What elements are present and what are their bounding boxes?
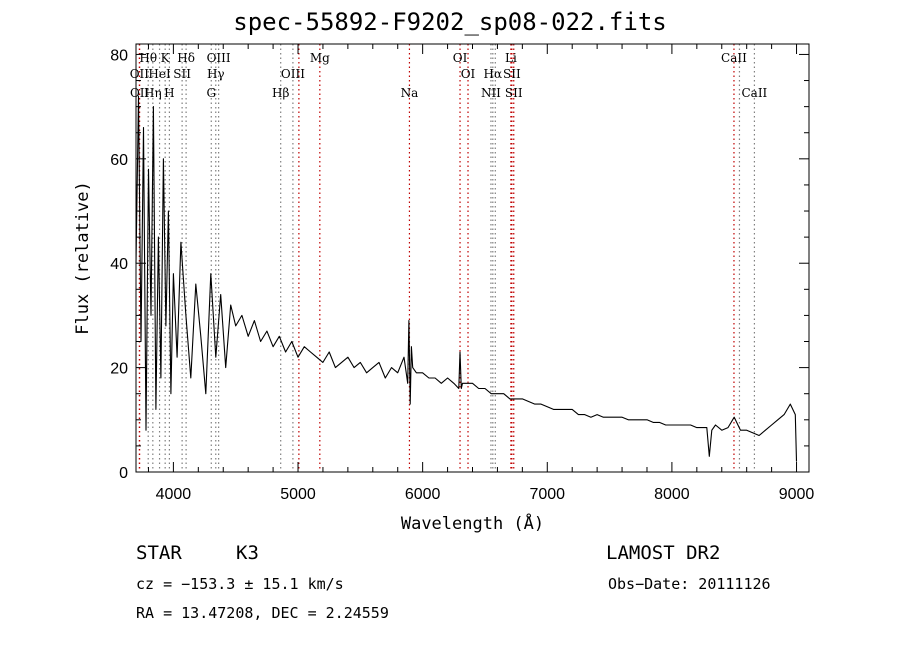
- y-tick-label: 80: [110, 47, 128, 64]
- line-label-oii: OII: [130, 86, 150, 100]
- line-label-oiii: OIII: [281, 67, 305, 81]
- line-label-hδ: Hδ: [177, 51, 195, 65]
- y-axis-label: Flux (relative): [73, 181, 93, 335]
- x-tick-label: 5000: [280, 486, 316, 503]
- line-label-nii: NII: [481, 86, 501, 100]
- x-axis-label: Wavelength (Å): [401, 512, 544, 534]
- redshift-velocity: cz = −153.3 ± 15.1 km/s: [136, 575, 344, 593]
- line-label-oii: OII: [130, 67, 150, 81]
- chart-title: spec-55892-F9202_sp08-022.fits: [233, 8, 667, 36]
- line-label-hθ: Hθ: [139, 51, 157, 65]
- ra-dec-coordinates: RA = 13.47208, DEC = 2.24559: [136, 604, 389, 622]
- y-tick-label: 20: [110, 361, 128, 378]
- line-label-h: H: [164, 86, 174, 100]
- line-label-hβ: Hβ: [272, 86, 289, 100]
- x-tick-label: 8000: [654, 486, 690, 503]
- plot-frame: [135, 43, 810, 473]
- object-subclass: K3: [236, 542, 259, 564]
- line-label-li: Li: [505, 51, 517, 65]
- line-label-g: G: [206, 86, 216, 100]
- line-label-mg: Mg: [310, 51, 330, 65]
- line-label-hα: Hα: [484, 67, 503, 81]
- x-tick-label: 7000: [529, 486, 565, 503]
- survey-name: LAMOST DR2: [606, 542, 721, 564]
- line-label-sii: SII: [503, 67, 521, 81]
- y-tick-label: 60: [110, 152, 128, 169]
- object-class: STAR: [136, 542, 182, 564]
- line-label-na: Na: [401, 86, 419, 100]
- line-label-hη: Hη: [144, 86, 162, 100]
- x-tick-label: 6000: [405, 486, 441, 503]
- line-label-hei: HeI: [148, 67, 171, 81]
- line-label-caii: CaII: [721, 51, 747, 65]
- line-label-sii: SII: [505, 86, 523, 100]
- y-tick-label: 40: [110, 256, 128, 273]
- x-tick-label: 4000: [156, 486, 192, 503]
- spectrum-line: [135, 95, 798, 462]
- y-tick-label: 0: [119, 465, 128, 482]
- line-label-sii: SII: [173, 67, 191, 81]
- line-label-oi: OI: [453, 51, 468, 65]
- line-label-oi: OI: [461, 67, 476, 81]
- line-label-hγ: Hγ: [207, 67, 225, 81]
- observation-date: Obs−Date: 20111126: [608, 575, 771, 593]
- line-label-oiii: OIII: [207, 51, 231, 65]
- line-label-k: K: [161, 51, 171, 65]
- line-label-caii: CaII: [741, 86, 767, 100]
- x-tick-label: 9000: [779, 486, 815, 503]
